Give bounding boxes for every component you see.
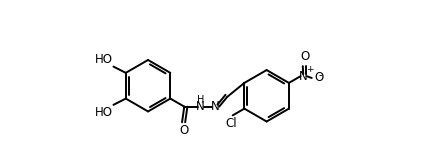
- Text: N: N: [299, 70, 308, 83]
- Text: O: O: [314, 71, 324, 85]
- Text: N: N: [196, 100, 205, 113]
- Text: H: H: [197, 95, 204, 105]
- Text: -: -: [318, 70, 322, 80]
- Text: HO: HO: [95, 106, 112, 119]
- Text: O: O: [300, 50, 309, 63]
- Text: +: +: [306, 64, 314, 73]
- Text: N: N: [211, 100, 220, 113]
- Text: Cl: Cl: [225, 117, 236, 130]
- Text: HO: HO: [95, 53, 112, 66]
- Text: O: O: [179, 124, 188, 137]
